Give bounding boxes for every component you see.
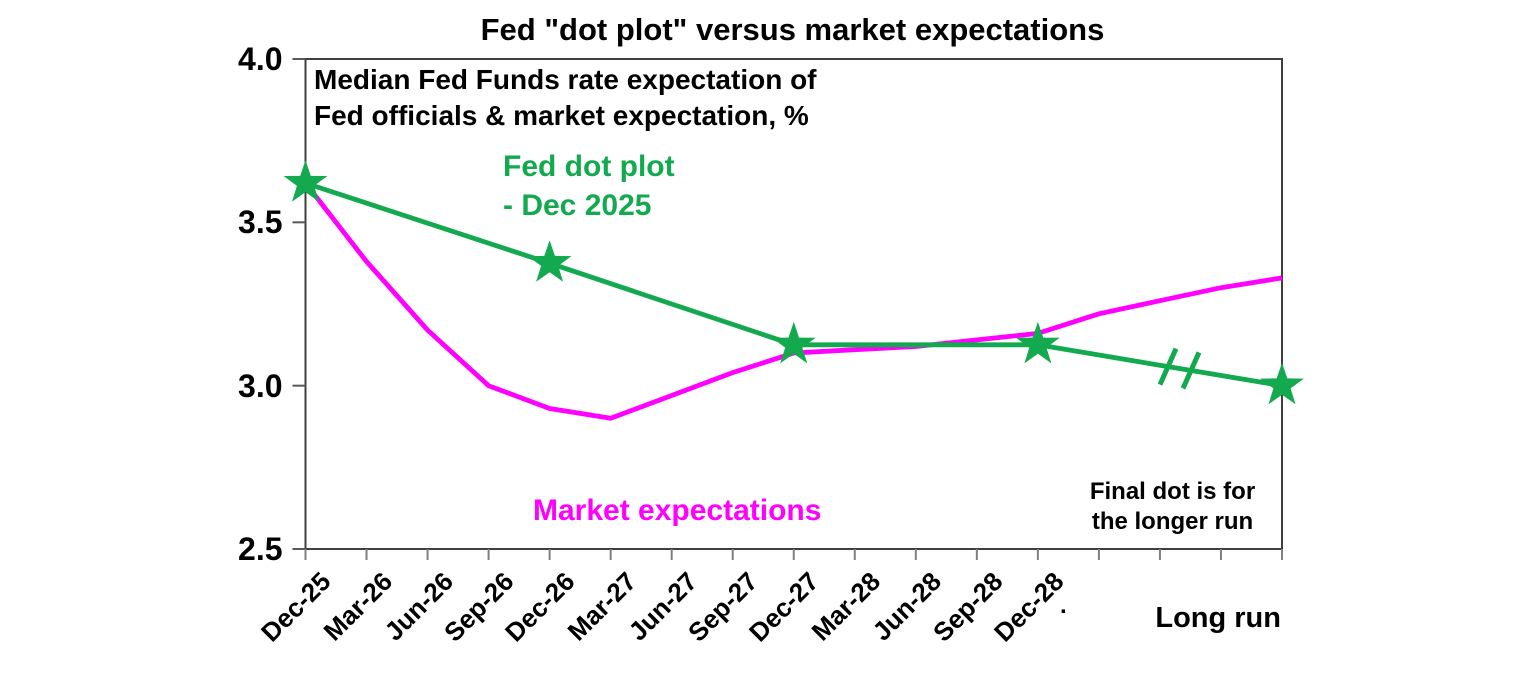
y-tick-label: 2.5 — [238, 531, 283, 567]
subtitle-line-1: Median Fed Funds rate expectation of — [314, 64, 817, 95]
x-axis-label-long-run: Long run — [1155, 602, 1281, 634]
star-marker — [283, 160, 328, 202]
series-label-fed-dot-plot: Fed dot plot - Dec 2025 — [503, 147, 675, 225]
annotation-final-dot: Final dot is for the longer run — [1040, 477, 1305, 537]
x-axis-label-extra-dot: . — [1060, 592, 1067, 619]
star-marker — [1260, 362, 1304, 405]
chart-title: Fed "dot plot" versus market expectation… — [480, 12, 1105, 47]
y-tick-label: 3.0 — [238, 367, 283, 404]
fed-label-line-1: Fed dot plot — [503, 150, 675, 183]
chart-subtitle: Median Fed Funds rate expectation of Fed… — [314, 62, 817, 134]
series-line-market-expectations — [303, 181, 1283, 421]
star-marker — [527, 240, 572, 282]
axis-break-mark — [1180, 351, 1202, 390]
series-label-market-expectations: Market expectations — [533, 494, 822, 527]
y-tick-label: 3.5 — [238, 204, 283, 241]
star-marker — [1016, 321, 1060, 364]
final-dot-line-2: the longer run — [1091, 508, 1254, 535]
star-marker — [771, 321, 816, 364]
axis-break-mark — [1157, 347, 1179, 386]
final-dot-line-1: Final dot is for — [1089, 478, 1256, 505]
y-tick-label: 4.0 — [238, 41, 283, 77]
subtitle-line-2: Fed officials & market expectation, % — [314, 100, 809, 131]
fed-label-line-2: - Dec 2025 — [503, 189, 652, 222]
